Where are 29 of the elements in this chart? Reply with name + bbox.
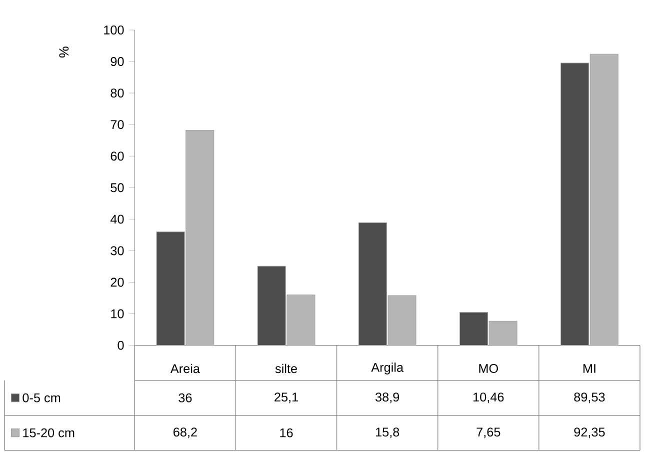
y-tick-label: 60 — [110, 152, 124, 161]
data-label: 68,2 — [174, 428, 197, 438]
y-tick-label: 70 — [110, 120, 124, 130]
data-label: 36 — [178, 393, 192, 402]
x-tick-label: Areia — [170, 364, 200, 374]
y-tick-label: 30 — [110, 246, 124, 256]
x-tick-label: MO — [479, 364, 498, 373]
y-tick-label: 100 — [104, 26, 124, 34]
x-tick-label: silte — [275, 364, 297, 374]
data-label: 16 — [280, 428, 293, 438]
y-tick-label: 80 — [110, 88, 124, 98]
data-label: 89,53 — [574, 392, 605, 404]
y-tick-label: 40 — [110, 214, 124, 224]
y-tick-label: 20 — [110, 278, 124, 287]
data-label: 92,35 — [574, 428, 605, 438]
x-tick-label: MI — [583, 364, 596, 373]
y-tick-label: 0 — [118, 340, 124, 350]
y-axis-title: % — [59, 46, 69, 58]
data-label: 15,8 — [376, 428, 400, 438]
y-tick-label: 50 — [110, 183, 124, 192]
legend-label: 15-20 cm — [23, 428, 74, 438]
legend-label: 0-5 cm — [22, 393, 60, 402]
data-label: 7,65 — [476, 428, 500, 438]
x-tick-label: Argila — [371, 362, 404, 374]
data-label: 38,9 — [375, 392, 400, 404]
data-label: 10,46 — [474, 392, 504, 404]
y-tick-label: 90 — [110, 57, 124, 66]
y-tick-label: 10 — [111, 309, 124, 318]
data-label: 25,1 — [274, 392, 298, 404]
